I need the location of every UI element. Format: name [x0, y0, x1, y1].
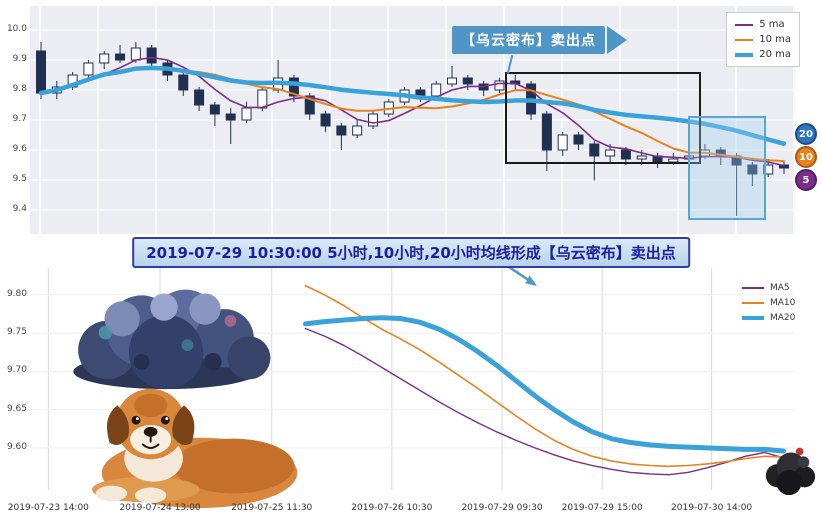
ma10-line: [304, 284, 785, 468]
y-axis-tick-label: 9.8: [12, 84, 27, 94]
x-axis-tick-label: 2019-07-23 14:00: [7, 503, 89, 513]
ma5-line: [40, 56, 785, 167]
x-axis-tick-label: 2019-07-29 09:30: [461, 503, 543, 513]
y-axis-tick-label: 9.70: [6, 365, 27, 376]
arrow-down-icon: [508, 265, 537, 286]
legend-label: MA5: [770, 282, 790, 293]
x-axis-tick-label: 2019-07-30 14:00: [671, 503, 753, 513]
sell-point-callout: 【乌云密布】卖出点: [452, 26, 627, 54]
x-axis-tick-label: 2019-07-25 11:30: [231, 503, 313, 513]
y-axis-tick-label: 9.80: [6, 288, 27, 299]
ma20-swatch-icon: [735, 52, 754, 57]
y-axis-tick-label: 9.75: [6, 327, 27, 338]
legend-item-ma20: MA20: [742, 310, 795, 325]
ma5-line: [304, 327, 785, 476]
legend-item-10ma: 10 ma: [735, 32, 791, 47]
y-axis-tick-label: 9.6: [12, 144, 27, 154]
ma20-line: [38, 65, 787, 146]
ma20-line: [302, 315, 787, 454]
storm-cloud-illustration: [73, 289, 271, 390]
legend-label: 5 ma: [759, 19, 785, 30]
ma20-swatch-icon: [742, 315, 764, 320]
arrow-right-icon: [607, 26, 627, 54]
ma5-badge: 5: [795, 169, 817, 191]
y-axis-tick-label: 9.4: [12, 204, 27, 214]
bottom-legend: MA5 MA10 MA20: [742, 280, 795, 325]
y-axis-tick-label: 9.60: [6, 441, 27, 452]
legend-item-ma5: MA5: [742, 280, 795, 295]
ma5-swatch-icon: [735, 23, 754, 26]
legend-label: MA10: [770, 297, 796, 308]
legend-item-5ma: 5 ma: [735, 17, 791, 32]
y-axis-tick-label: 9.5: [12, 174, 27, 184]
banner-text: 2019-07-29 10:30:00 5小时,10小时,20小时均线形成【乌云…: [146, 244, 676, 262]
legend-item-ma10: MA10: [742, 295, 795, 310]
x-axis-tick-label: 2019-07-24 13:00: [119, 503, 201, 513]
candlestick-chart: [30, 6, 795, 234]
dark-cloud-icon: [765, 447, 816, 495]
y-axis-tick-label: 9.9: [12, 54, 27, 64]
ma10-swatch-icon: [735, 38, 754, 41]
y-axis-tick-label: 10.0: [6, 24, 27, 34]
ma5-swatch-icon: [742, 286, 764, 289]
ma10-badge: 10: [795, 146, 817, 168]
ma10-swatch-icon: [742, 301, 764, 304]
legend-item-20ma: 20 ma: [735, 47, 791, 62]
top-legend: 5 ma 10 ma 20 ma: [726, 12, 800, 67]
signal-banner: 2019-07-29 10:30:00 5小时,10小时,20小时均线形成【乌云…: [132, 237, 690, 268]
legend-label: 20 ma: [759, 49, 791, 60]
x-axis-tick-label: 2019-07-26 10:30: [351, 503, 433, 513]
dark-cloud-highlight-box: [505, 72, 701, 164]
y-axis-tick-label: 9.65: [6, 403, 27, 414]
legend-label: 10 ma: [759, 34, 791, 45]
dog-illustration: [92, 388, 298, 509]
callout-label: 【乌云密布】卖出点: [452, 26, 605, 54]
legend-label: MA20: [770, 312, 796, 323]
y-axis-tick-label: 9.7: [12, 114, 27, 124]
ma20-badge: 20: [795, 123, 817, 145]
sell-zone-box: [688, 116, 766, 220]
x-axis-tick-label: 2019-07-29 15:00: [561, 503, 643, 513]
